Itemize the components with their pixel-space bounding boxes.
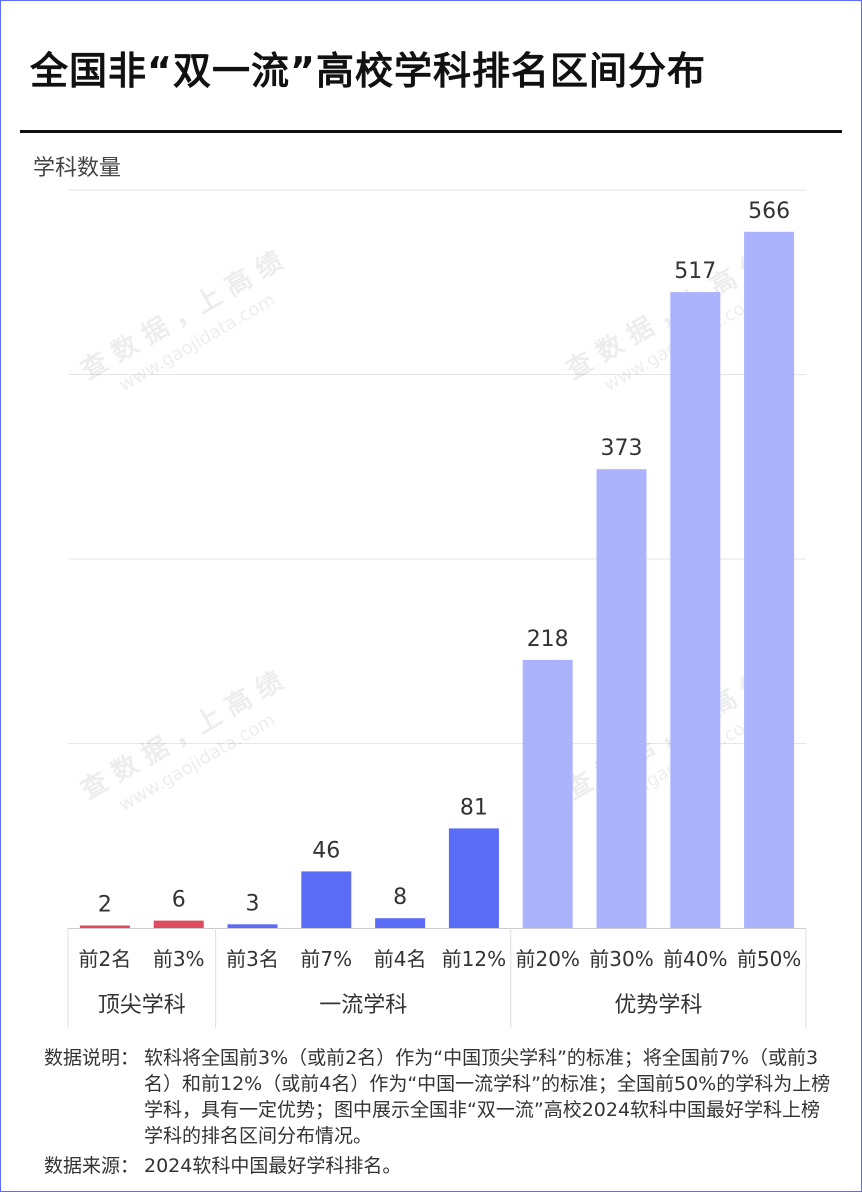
bar xyxy=(744,231,795,929)
notes-section: 数据说明： 软科将全国前3%（或前2名）作为“中国顶尖学科”的标准；将全国前7%… xyxy=(44,1045,834,1183)
explanation-text: 软科将全国前3%（或前2名）作为“中国顶尖学科”的标准；将全国前7%（或前3名）… xyxy=(144,1047,831,1147)
bar xyxy=(227,924,278,928)
source-text: 2024软科中国最好学科排名。 xyxy=(144,1155,402,1177)
data-label: 3 xyxy=(246,891,260,916)
tick-label: 前3% xyxy=(153,947,205,971)
data-label: 2 xyxy=(98,893,112,918)
group-label: 一流学科 xyxy=(319,993,407,1018)
tick-label: 前3名 xyxy=(226,947,279,971)
tick-label: 前40% xyxy=(663,947,727,971)
bar xyxy=(301,871,352,928)
data-label: 566 xyxy=(748,199,790,224)
title-divider xyxy=(20,130,842,133)
data-label: 81 xyxy=(460,795,488,820)
bar xyxy=(448,828,499,928)
data-label: 373 xyxy=(601,436,643,461)
bar xyxy=(596,469,647,928)
source-label: 数据来源： xyxy=(44,1155,140,1177)
tick-label: 前4名 xyxy=(374,947,427,971)
source-note: 数据来源： 2024软科中国最好学科排名。 xyxy=(44,1153,834,1179)
tick-label: 前12% xyxy=(442,947,506,971)
tick-label: 前50% xyxy=(737,947,801,971)
bar xyxy=(153,920,204,928)
tick-label: 前30% xyxy=(589,947,653,971)
bar xyxy=(670,292,721,929)
data-label: 46 xyxy=(312,838,340,863)
data-label: 6 xyxy=(172,888,186,913)
tick-label: 前2名 xyxy=(79,947,132,971)
y-axis-label: 学科数量 xyxy=(33,156,122,181)
data-label: 218 xyxy=(527,627,569,652)
explanation-note: 数据说明： 软科将全国前3%（或前2名）作为“中国顶尖学科”的标准；将全国前7%… xyxy=(44,1045,834,1149)
page-title: 全国非“双一流”高校学科排名区间分布 xyxy=(30,49,706,93)
bar xyxy=(79,925,130,928)
explanation-label: 数据说明： xyxy=(44,1047,140,1069)
bar xyxy=(375,918,426,928)
data-label: 8 xyxy=(393,885,407,910)
tick-label: 前20% xyxy=(515,947,579,971)
tick-label: 前7% xyxy=(300,947,352,971)
group-label: 顶尖学科 xyxy=(98,993,186,1018)
data-label: 517 xyxy=(674,259,716,284)
group-label: 优势学科 xyxy=(614,993,702,1018)
bar xyxy=(522,659,573,928)
